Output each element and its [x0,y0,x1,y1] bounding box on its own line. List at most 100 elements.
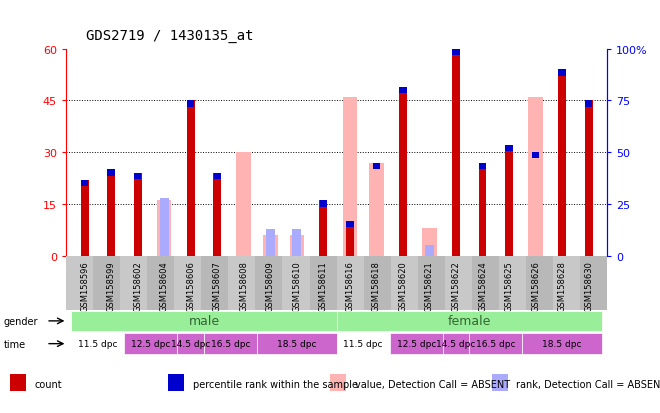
Bar [93,256,120,310]
Bar [310,256,337,310]
Text: gender: gender [3,316,38,326]
Bar [452,50,460,56]
Bar [478,163,486,256]
Text: GSM158606: GSM158606 [186,260,195,311]
Bar [418,256,445,310]
Text: rank, Detection Call = ABSENT: rank, Detection Call = ABSENT [516,379,660,389]
Bar [236,153,251,256]
Text: GDS2719 / 1430135_at: GDS2719 / 1430135_at [86,29,253,43]
Bar [168,374,184,392]
Text: GSM158599: GSM158599 [107,260,115,311]
Text: GSM158596: GSM158596 [80,260,89,311]
Bar [174,256,201,310]
Bar [585,101,592,107]
Text: GSM158630: GSM158630 [584,260,593,311]
Text: GSM158604: GSM158604 [160,260,169,311]
Text: GSM158607: GSM158607 [213,260,222,311]
Bar [478,163,486,169]
Bar [443,334,469,354]
Bar [492,374,508,392]
Bar [505,146,513,256]
Bar [265,229,275,256]
Text: time: time [3,339,26,349]
Bar [364,256,391,310]
Bar [373,163,380,169]
Text: 11.5 dpc: 11.5 dpc [78,339,117,348]
Bar [255,256,282,310]
Bar [147,256,174,310]
Bar [228,256,255,310]
Bar [134,173,142,256]
Bar [120,256,147,310]
Bar [107,170,115,256]
Bar [10,374,26,392]
Bar [81,180,88,187]
Bar [337,334,389,354]
Text: 16.5 dpc: 16.5 dpc [476,339,515,348]
Text: GSM158616: GSM158616 [345,260,354,311]
Text: count: count [34,379,62,389]
Bar [71,334,124,354]
Text: GSM158609: GSM158609 [266,260,275,311]
Text: 18.5 dpc: 18.5 dpc [277,339,317,348]
Bar [330,374,346,392]
Bar [553,256,580,310]
Bar [346,222,354,228]
Bar [558,70,566,76]
Text: GSM158620: GSM158620 [399,260,407,311]
Bar [532,153,539,159]
Bar [292,229,302,256]
Text: value, Detection Call = ABSENT: value, Detection Call = ABSENT [354,379,510,389]
Text: percentile rank within the sample: percentile rank within the sample [193,379,358,389]
Bar [319,201,327,256]
Text: 12.5 dpc: 12.5 dpc [131,339,170,348]
Bar [585,101,593,256]
Text: 11.5 dpc: 11.5 dpc [343,339,383,348]
Bar [157,201,172,256]
Bar [369,163,383,256]
Bar [391,256,418,310]
Bar [71,311,337,331]
Bar [472,256,499,310]
Bar [425,246,434,256]
Text: GSM158626: GSM158626 [531,260,540,311]
Bar [526,256,553,310]
Bar [346,222,354,256]
Text: GSM158608: GSM158608 [239,260,248,311]
Bar [469,334,522,354]
Text: GSM158625: GSM158625 [504,260,513,311]
Bar [445,256,472,310]
Text: GSM158602: GSM158602 [133,260,142,311]
Text: GSM158622: GSM158622 [451,260,461,311]
Bar [124,334,178,354]
Bar [452,50,460,256]
Bar [204,334,257,354]
Bar [282,256,310,310]
Text: female: female [447,315,491,328]
Bar [399,88,407,94]
Text: 18.5 dpc: 18.5 dpc [543,339,582,348]
Bar [422,228,437,256]
Text: GSM158610: GSM158610 [292,260,302,311]
Text: GSM158624: GSM158624 [478,260,487,311]
Bar [134,173,141,180]
Bar [81,180,88,256]
Bar [290,235,304,256]
Bar [201,256,228,310]
Bar [337,311,602,331]
Bar [506,146,513,152]
Bar [528,98,543,256]
Bar [499,256,526,310]
Bar [160,198,169,256]
Bar [108,170,115,176]
Bar [213,173,221,180]
Bar [319,201,327,207]
Text: GSM158628: GSM158628 [558,260,566,311]
Bar [558,70,566,256]
Bar [263,235,278,256]
Bar [343,98,357,256]
Bar [66,256,93,310]
Text: male: male [188,315,220,328]
Bar [337,256,364,310]
Text: 16.5 dpc: 16.5 dpc [211,339,250,348]
